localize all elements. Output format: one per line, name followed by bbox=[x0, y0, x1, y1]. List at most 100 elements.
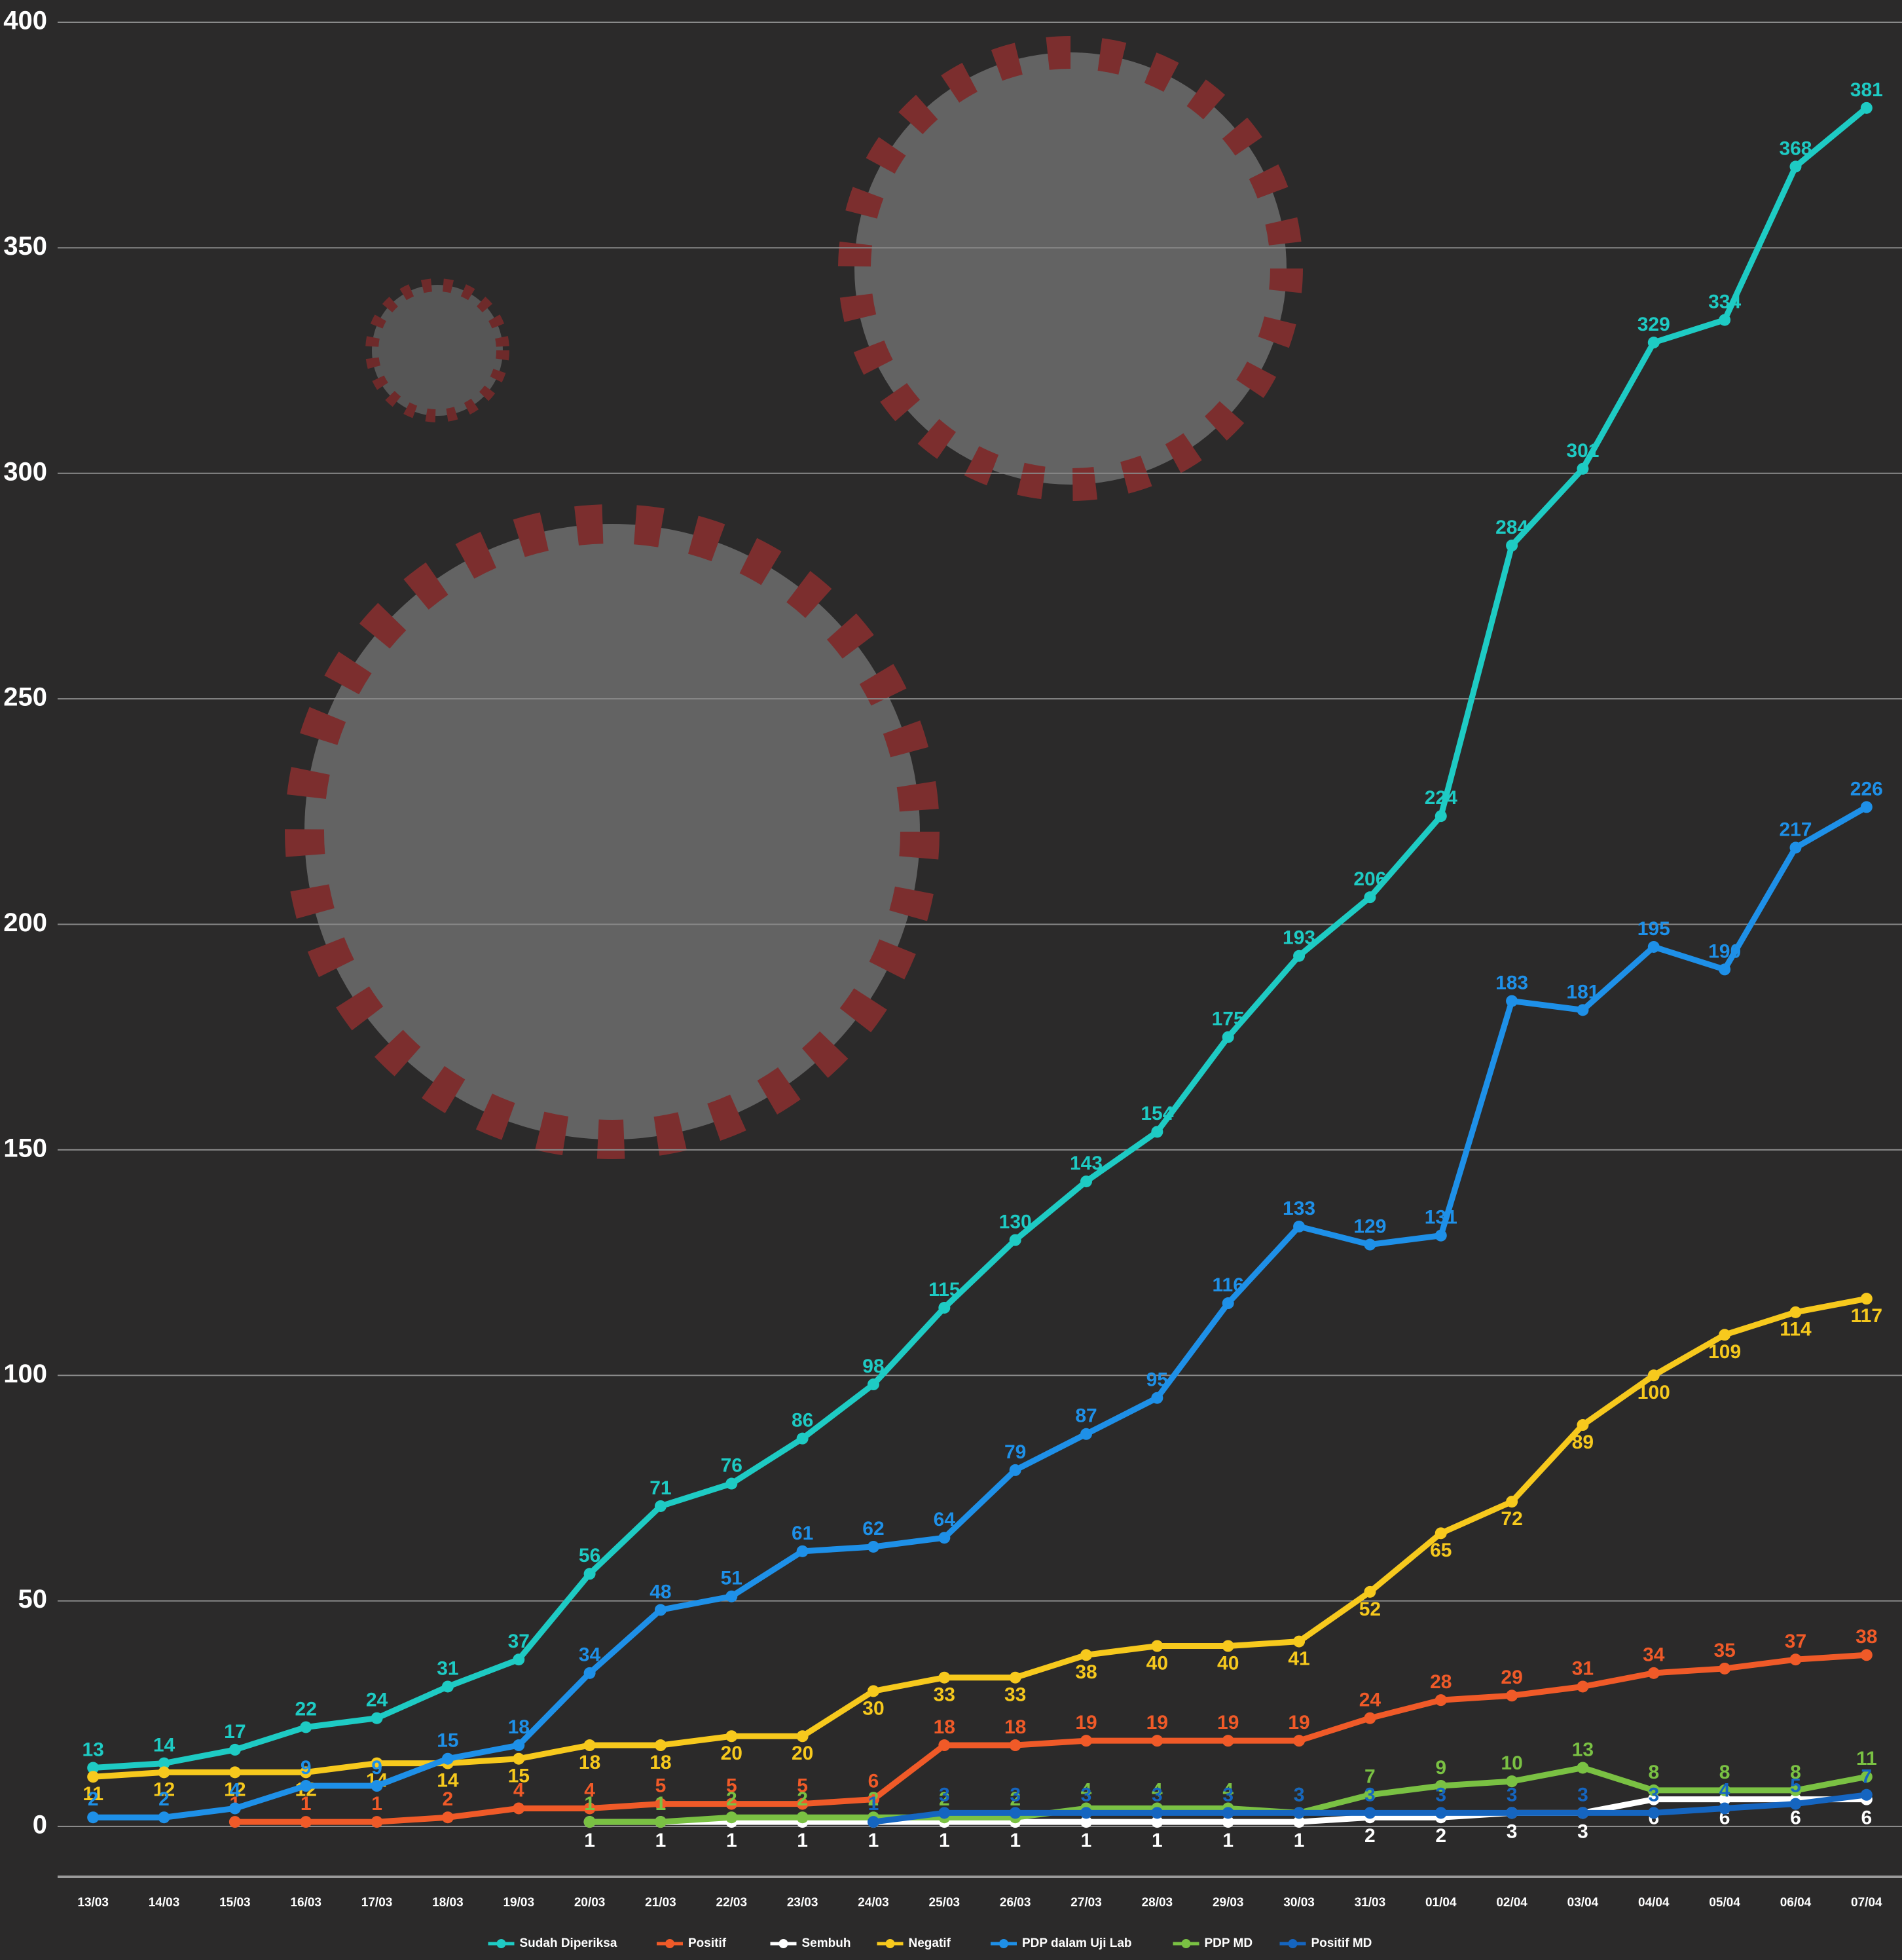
data-label: 24 bbox=[366, 1690, 388, 1711]
data-point bbox=[1789, 1798, 1801, 1810]
data-point bbox=[797, 1730, 809, 1742]
data-label: 15 bbox=[508, 1766, 530, 1787]
data-label: 3 bbox=[1648, 1784, 1659, 1805]
data-label: 226 bbox=[1850, 778, 1883, 800]
x-tick-label: 18/03 bbox=[432, 1896, 464, 1910]
data-point bbox=[1222, 1297, 1234, 1309]
y-tick-label: 250 bbox=[3, 683, 47, 712]
data-label: 31 bbox=[1572, 1657, 1594, 1679]
x-tick-label: 06/04 bbox=[1780, 1896, 1812, 1910]
data-point bbox=[229, 1744, 241, 1756]
data-label: 9 bbox=[1435, 1757, 1446, 1779]
data-label: 1 bbox=[868, 1793, 879, 1815]
data-label: 2 bbox=[88, 1788, 99, 1810]
data-label: 40 bbox=[1146, 1652, 1168, 1674]
data-point bbox=[442, 1811, 454, 1823]
data-label: 301 bbox=[1566, 440, 1599, 462]
x-tick-label: 19/03 bbox=[503, 1896, 534, 1910]
data-point bbox=[868, 1685, 879, 1697]
data-point bbox=[1648, 1667, 1660, 1679]
data-point bbox=[1577, 1680, 1588, 1692]
data-label: 154 bbox=[1141, 1103, 1173, 1124]
data-label: 9 bbox=[301, 1757, 312, 1779]
data-point bbox=[1577, 1807, 1588, 1819]
data-label: 1 bbox=[939, 1830, 950, 1851]
data-label: 2 bbox=[797, 1788, 808, 1810]
data-point bbox=[1222, 1031, 1234, 1043]
data-label: 34 bbox=[1643, 1644, 1665, 1666]
data-point bbox=[1010, 1739, 1021, 1751]
data-point bbox=[584, 1816, 596, 1828]
data-point bbox=[1364, 1712, 1376, 1724]
data-label: 38 bbox=[1075, 1661, 1097, 1683]
data-label: 37 bbox=[508, 1631, 530, 1652]
data-label: 175 bbox=[1212, 1008, 1245, 1030]
data-label: 31 bbox=[437, 1657, 458, 1679]
data-label: 3 bbox=[1577, 1784, 1588, 1805]
data-label: 62 bbox=[862, 1518, 884, 1540]
data-label: 19 bbox=[1217, 1712, 1239, 1733]
data-label: 98 bbox=[862, 1356, 884, 1377]
data-point bbox=[1506, 1496, 1518, 1507]
data-label: 29 bbox=[1501, 1667, 1522, 1688]
data-point bbox=[158, 1766, 170, 1778]
data-point bbox=[1293, 1221, 1305, 1232]
data-label: 2 bbox=[443, 1788, 454, 1810]
data-label: 195 bbox=[1637, 918, 1670, 940]
data-label: 95 bbox=[1146, 1369, 1168, 1391]
data-point bbox=[1506, 540, 1518, 551]
data-point bbox=[1435, 1807, 1447, 1819]
y-tick-label: 100 bbox=[3, 1359, 47, 1388]
x-tick-label: 24/03 bbox=[858, 1896, 889, 1910]
x-tick-label: 01/04 bbox=[1425, 1896, 1457, 1910]
x-tick-label: 31/03 bbox=[1355, 1896, 1386, 1910]
data-label: 284 bbox=[1495, 517, 1528, 538]
data-point bbox=[1010, 1807, 1021, 1819]
data-point bbox=[158, 1811, 170, 1823]
data-label: 17 bbox=[224, 1721, 246, 1743]
legend-marker bbox=[665, 1939, 674, 1948]
data-label: 1 bbox=[726, 1830, 737, 1851]
data-point bbox=[1010, 1234, 1021, 1246]
page: 05010015020025030035040013/0314/0315/031… bbox=[0, 0, 1902, 1960]
data-point bbox=[371, 1712, 383, 1724]
data-point bbox=[1789, 1306, 1801, 1318]
data-label: 114 bbox=[1780, 1319, 1812, 1341]
data-point bbox=[1080, 1649, 1092, 1661]
x-tick-label: 07/04 bbox=[1851, 1896, 1882, 1910]
virus-illustration bbox=[304, 524, 920, 1139]
data-label: 1 bbox=[371, 1793, 382, 1815]
data-point bbox=[655, 1739, 667, 1751]
data-point bbox=[1151, 1807, 1163, 1819]
data-point bbox=[1861, 102, 1873, 114]
x-tick-label: 25/03 bbox=[929, 1896, 960, 1910]
data-label: 33 bbox=[934, 1684, 955, 1706]
data-point bbox=[1719, 314, 1730, 326]
data-label: 9 bbox=[371, 1757, 382, 1779]
data-point bbox=[1293, 1735, 1305, 1747]
x-tick-label: 23/03 bbox=[787, 1896, 818, 1910]
data-label: 1 bbox=[1222, 1830, 1234, 1851]
data-point bbox=[1151, 1392, 1163, 1404]
legend-label: PDP dalam Uji Lab bbox=[1022, 1936, 1132, 1950]
data-point bbox=[229, 1816, 241, 1828]
data-point bbox=[868, 1378, 879, 1390]
data-point bbox=[1719, 963, 1730, 975]
data-label: 15 bbox=[437, 1730, 458, 1752]
data-point bbox=[1789, 841, 1801, 853]
data-point bbox=[725, 1591, 737, 1602]
data-label: 381 bbox=[1850, 79, 1883, 101]
data-point bbox=[1293, 1807, 1305, 1819]
data-label: 48 bbox=[649, 1581, 671, 1602]
data-point bbox=[1648, 1807, 1660, 1819]
data-label: 8 bbox=[1648, 1762, 1659, 1783]
y-tick-label: 150 bbox=[3, 1134, 47, 1162]
data-point bbox=[1435, 1694, 1447, 1706]
data-label: 3 bbox=[1364, 1784, 1376, 1805]
legend-marker bbox=[999, 1939, 1008, 1948]
x-tick-label: 04/04 bbox=[1638, 1896, 1670, 1910]
data-label: 3 bbox=[1577, 1821, 1588, 1842]
data-label: 30 bbox=[862, 1697, 884, 1719]
data-point bbox=[1293, 950, 1305, 962]
data-point bbox=[584, 1568, 596, 1580]
